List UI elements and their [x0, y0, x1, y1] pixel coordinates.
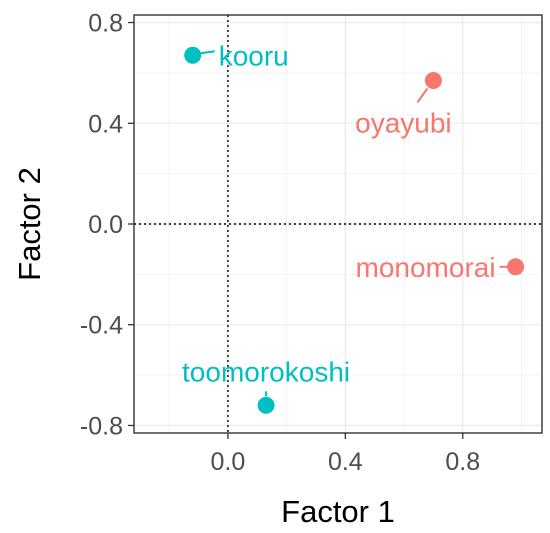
label-leader-line — [200, 50, 215, 55]
point-label: toomorokoshi — [182, 356, 350, 387]
data-point — [257, 396, 275, 414]
axis-ticks: 0.0 0.4 0.8 0.8 0.4 0.0 -0.4 -0.8 — [80, 10, 480, 476]
y-tick-label: 0.8 — [88, 10, 123, 38]
point-label: kooru — [219, 40, 289, 71]
label-leader-lines — [200, 50, 508, 397]
x-tick-label: 0.4 — [328, 448, 363, 476]
point-label: monomorai — [356, 252, 496, 283]
x-axis-title: Factor 1 — [281, 494, 395, 529]
x-tick-label: 0.8 — [445, 448, 480, 476]
y-axis-title: Factor 2 — [12, 167, 47, 281]
data-point — [184, 46, 202, 64]
reference-lines — [134, 15, 542, 433]
y-tick-label: 0.0 — [88, 211, 123, 239]
data-point — [424, 71, 442, 89]
y-tick-label: -0.8 — [80, 412, 123, 440]
y-tick-label: -0.4 — [80, 312, 123, 340]
y-tick-label: 0.4 — [88, 110, 123, 138]
point-label: oyayubi — [355, 107, 452, 138]
point-labels: kooru oyayubi monomorai toomorokoshi — [182, 40, 496, 387]
label-leader-line — [416, 87, 429, 104]
data-points — [184, 46, 525, 414]
x-tick-label: 0.0 — [211, 448, 246, 476]
data-point — [507, 258, 525, 276]
